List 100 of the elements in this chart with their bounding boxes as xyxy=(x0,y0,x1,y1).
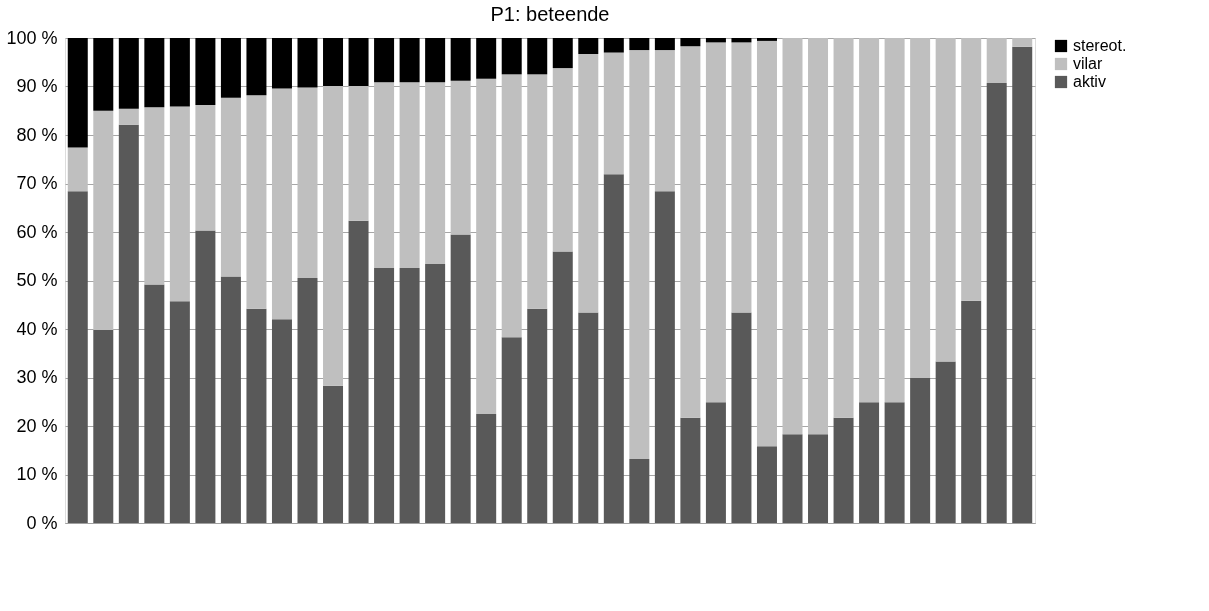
y-tick-label: 90 % xyxy=(16,76,58,96)
bar xyxy=(578,54,599,313)
bar xyxy=(374,82,395,268)
bar xyxy=(552,68,573,252)
bar xyxy=(271,319,292,523)
y-tick-label: 80 % xyxy=(16,124,58,145)
bar xyxy=(399,267,420,523)
y-tick-label: 50 % xyxy=(16,270,58,290)
bar xyxy=(705,42,726,403)
bar xyxy=(629,50,650,459)
y-tick-label: 100 % xyxy=(6,27,58,48)
y-tick-label: 60 % xyxy=(16,221,58,242)
bar xyxy=(323,385,344,523)
bar xyxy=(169,106,190,302)
bar xyxy=(731,38,752,43)
bar xyxy=(680,417,701,523)
bar xyxy=(67,38,88,148)
bar xyxy=(93,110,114,330)
y-tick-label: 10 % xyxy=(16,464,58,484)
bar xyxy=(603,38,624,53)
bar xyxy=(246,95,267,309)
bar xyxy=(323,86,344,386)
bar xyxy=(246,38,267,96)
bar xyxy=(450,38,471,81)
bar xyxy=(501,337,522,523)
bar xyxy=(910,38,931,378)
bar xyxy=(552,251,573,523)
bar xyxy=(961,300,982,523)
y-tick-label: 70 % xyxy=(16,173,58,193)
bar xyxy=(731,42,752,313)
bar xyxy=(425,38,446,83)
bar xyxy=(782,38,803,435)
bar xyxy=(603,52,624,175)
bar xyxy=(374,267,395,523)
bar xyxy=(705,402,726,523)
bar xyxy=(246,308,267,523)
bar xyxy=(169,301,190,523)
bar xyxy=(603,174,624,523)
bar xyxy=(910,377,931,523)
bar xyxy=(859,402,880,523)
bar xyxy=(450,234,471,523)
bar xyxy=(680,46,701,418)
bar xyxy=(144,107,165,285)
bar xyxy=(271,38,292,89)
y-tick-label: 30 % xyxy=(16,367,58,387)
legend-label: aktiv xyxy=(1073,73,1106,90)
bar xyxy=(476,78,497,414)
bar xyxy=(654,50,675,192)
chart-title: P1: beteende xyxy=(490,3,610,25)
bar xyxy=(195,104,216,231)
y-tick-label: 40 % xyxy=(16,318,58,339)
bar xyxy=(731,312,752,523)
bar xyxy=(67,147,88,192)
bar xyxy=(654,38,675,51)
bar xyxy=(1012,38,1033,47)
bar xyxy=(348,86,369,221)
bar xyxy=(808,38,829,435)
bar xyxy=(348,38,369,87)
bar xyxy=(195,38,216,105)
bar xyxy=(297,38,318,88)
bar xyxy=(118,124,139,523)
bar xyxy=(220,38,241,98)
bar xyxy=(884,38,905,403)
bar xyxy=(986,83,1007,523)
bar xyxy=(833,417,854,523)
bar xyxy=(93,329,114,523)
bar xyxy=(501,74,522,338)
bar xyxy=(297,87,318,279)
bar xyxy=(501,38,522,75)
bar xyxy=(986,38,1007,84)
bar xyxy=(833,38,854,418)
bar xyxy=(756,38,777,41)
bar xyxy=(195,230,216,523)
bar xyxy=(93,38,114,111)
bar xyxy=(859,38,880,403)
bar xyxy=(654,191,675,523)
bar xyxy=(527,308,548,523)
bar xyxy=(118,38,139,109)
bar xyxy=(169,38,190,107)
bar xyxy=(578,38,599,55)
bar xyxy=(67,191,88,523)
bar xyxy=(884,402,905,523)
bar xyxy=(961,38,982,301)
bar xyxy=(808,434,829,523)
bar xyxy=(399,82,420,268)
bar xyxy=(399,38,420,83)
bar xyxy=(1012,46,1033,523)
bar xyxy=(374,38,395,83)
bar xyxy=(935,361,956,523)
bar xyxy=(271,88,292,320)
bar xyxy=(629,458,650,523)
bar xyxy=(527,74,548,309)
bar xyxy=(476,38,497,79)
bar xyxy=(782,434,803,523)
bar xyxy=(144,38,165,108)
bar xyxy=(348,220,369,523)
bar xyxy=(527,38,548,75)
bar xyxy=(323,38,344,87)
y-tick-label: 20 % xyxy=(16,415,58,436)
bar xyxy=(756,40,777,447)
